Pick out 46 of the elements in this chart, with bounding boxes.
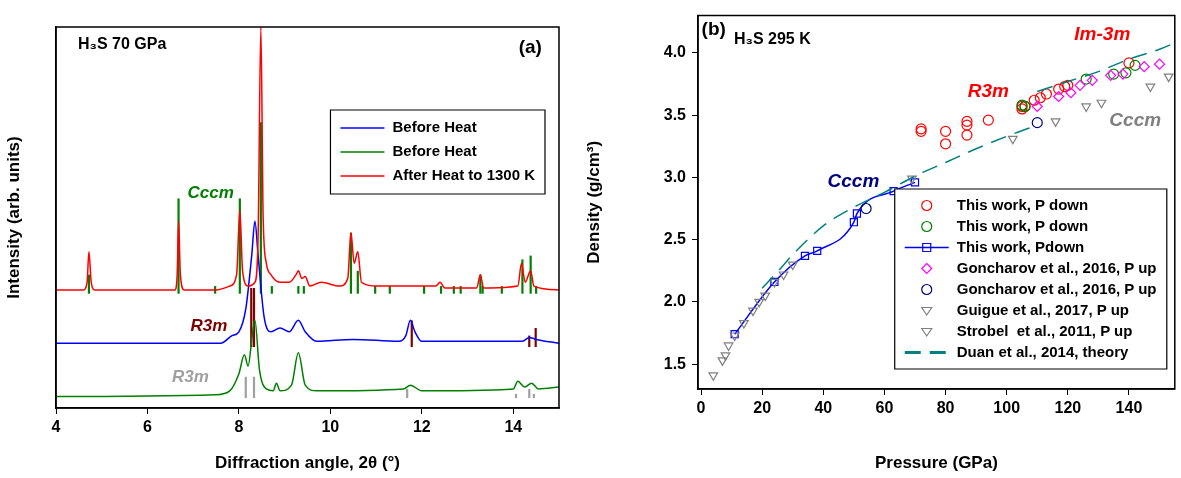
y-axis-title: Density (g/cm³) bbox=[583, 140, 603, 264]
legend-label: Guigue et al., 2017, P up bbox=[956, 300, 1130, 318]
series-label: R3m bbox=[190, 315, 228, 335]
annotation: Im-3m bbox=[1074, 22, 1131, 44]
x-tick-label: 100 bbox=[993, 399, 1021, 417]
x-tick-label: 8 bbox=[234, 418, 244, 436]
x-tick-label: 80 bbox=[936, 399, 955, 417]
x-tick-label: 12 bbox=[412, 418, 431, 436]
x-tick-label: 120 bbox=[1054, 399, 1082, 417]
x-tick-label: 40 bbox=[814, 399, 833, 417]
x-tick-label: 14 bbox=[504, 418, 523, 436]
y-tick-label: 3.0 bbox=[663, 167, 687, 185]
text: R3m bbox=[171, 367, 209, 387]
legend-label: After Heat to 1300 K bbox=[392, 166, 536, 184]
x-tick-label: 0 bbox=[696, 399, 706, 417]
legend-label: Before Heat bbox=[392, 118, 477, 136]
legend-label: This work, P down bbox=[956, 195, 1089, 213]
annotation: R3m bbox=[967, 79, 1010, 101]
y-tick-label: 3.5 bbox=[663, 105, 687, 123]
x-tick-label: 20 bbox=[753, 399, 772, 417]
legend-label: Goncharov et al., 2016, P up bbox=[956, 279, 1157, 297]
annotation: Cccm bbox=[827, 170, 880, 192]
text: H₃S 70 GPa bbox=[78, 35, 167, 53]
x-tick-label: 4 bbox=[51, 418, 61, 436]
x-axis-title: Pressure (GPa) bbox=[874, 453, 998, 473]
y-tick-label: 4.0 bbox=[663, 43, 687, 61]
legend-label: This work, Pdown bbox=[956, 237, 1085, 255]
annotation: Cccm bbox=[1109, 108, 1162, 130]
x-tick-label: 6 bbox=[143, 418, 152, 436]
legend-label: This work, P down bbox=[956, 216, 1089, 234]
legend-label: Before Heat bbox=[392, 142, 477, 160]
legend-label: Strobel et al., 2011, P up bbox=[956, 321, 1133, 339]
x-tick-label: 140 bbox=[1115, 399, 1143, 417]
annotation: (b) bbox=[701, 17, 726, 39]
series-label: Cccm bbox=[187, 182, 234, 202]
legend-label: Duan et al., 2014, theory bbox=[956, 342, 1130, 360]
x-tick-label: 60 bbox=[875, 399, 894, 417]
x-tick-label: 10 bbox=[321, 418, 340, 436]
legend-label: Goncharov et al., 2016, P up bbox=[956, 258, 1157, 276]
y-tick-label: 2.0 bbox=[663, 292, 687, 310]
y-axis-title: Intensity (arb. units) bbox=[3, 136, 23, 299]
y-tick-label: 2.5 bbox=[663, 230, 687, 248]
annotation: (a) bbox=[518, 36, 542, 58]
x-axis-title: Diffraction angle, 2θ (°) bbox=[214, 453, 401, 473]
text: H₃S 295 K bbox=[734, 30, 812, 48]
y-tick-label: 1.5 bbox=[663, 354, 687, 372]
